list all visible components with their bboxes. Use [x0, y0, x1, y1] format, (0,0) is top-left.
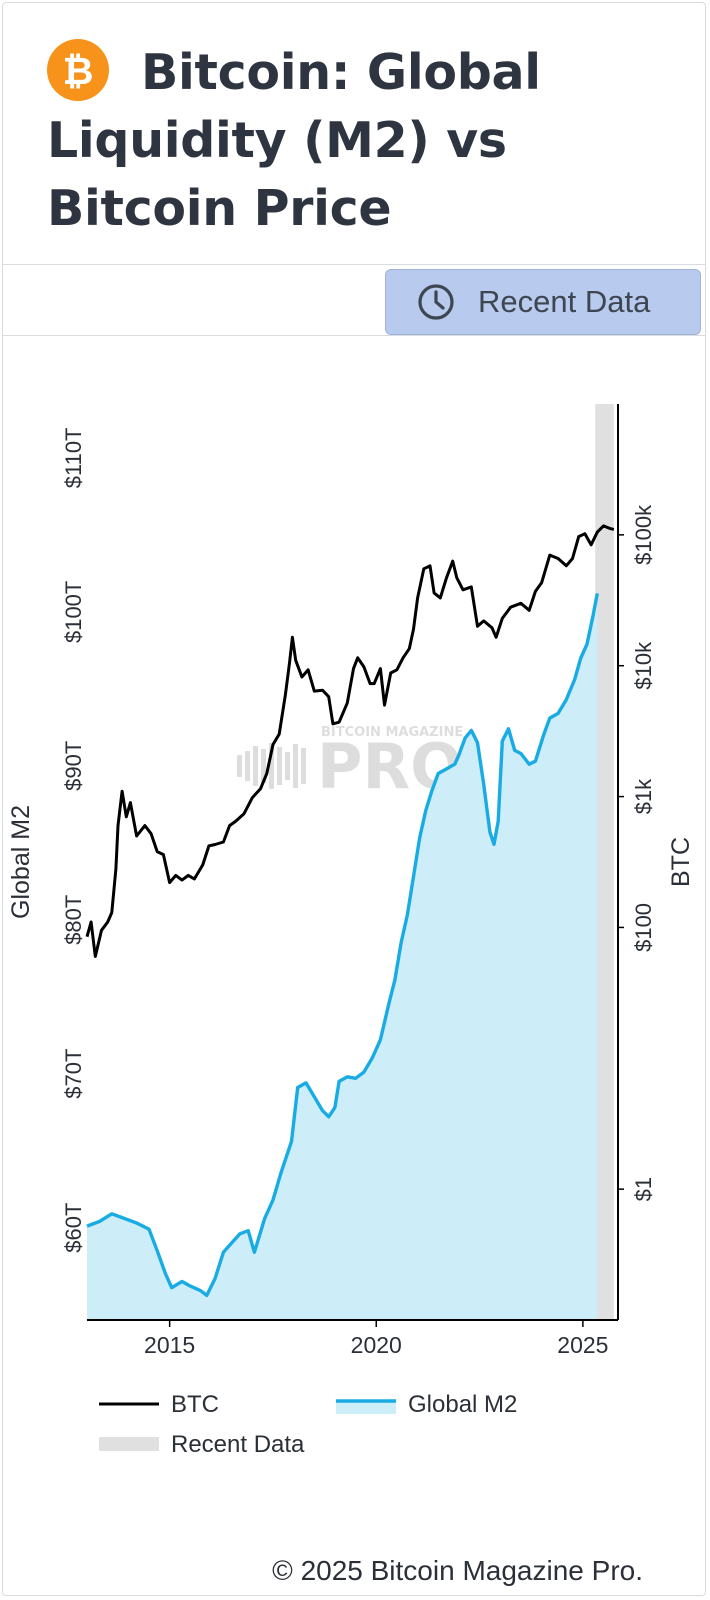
watermark-bar	[277, 747, 282, 785]
y-right-tick-label: $1	[631, 1177, 656, 1201]
watermark-caption: BITCOIN MAGAZINE	[321, 725, 463, 740]
recent-data-button-label: Recent Data	[478, 284, 651, 319]
page-title: Bitcoin: Global Liquidity (M2) vs Bitcoi…	[47, 44, 541, 237]
recent-data-button[interactable]: Recent Data	[385, 269, 701, 335]
watermark-bar	[245, 751, 250, 781]
svg-text:₿: ₿	[63, 49, 94, 93]
y-right-tick-label: $10k	[631, 641, 656, 690]
y-left-tick-label: $100T	[61, 581, 86, 643]
x-tick-label: 2015	[144, 1332, 195, 1358]
watermark-bar	[301, 748, 306, 784]
y-left-tick-label: $70T	[61, 1049, 86, 1099]
clock-icon	[418, 284, 454, 320]
chart-toolbar: Recent Data	[3, 265, 705, 336]
watermark-bar	[261, 749, 266, 783]
watermark-bar	[237, 755, 242, 777]
copyright-text: © 2025 Bitcoin Magazine Pro.	[272, 1555, 643, 1586]
legend-swatch-m2-fill	[336, 1401, 396, 1414]
y-left-tick-label: $110T	[61, 428, 86, 489]
y-right-axis-label: BTC	[667, 837, 695, 887]
chart-header: ₿ Bitcoin: Global Liquidity (M2) vs Bitc…	[3, 3, 705, 265]
x-tick-label: 2025	[557, 1332, 608, 1358]
bitcoin-icon: ₿	[47, 39, 109, 101]
x-tick-label: 2020	[351, 1332, 402, 1358]
global-m2-line	[86, 593, 599, 1298]
legend-label: BTC	[171, 1391, 219, 1418]
watermark-bar	[285, 752, 290, 780]
watermark-bar	[293, 744, 298, 788]
legend-label: Recent Data	[171, 1431, 305, 1458]
btc-price-line	[85, 524, 615, 958]
watermark-bar	[253, 746, 258, 786]
recent-data-band	[595, 404, 614, 1320]
y-right-tick-label: $100	[631, 903, 656, 952]
y-left-axis-label: Global M2	[7, 805, 35, 919]
y-right-tick-label: $1k	[631, 778, 656, 814]
legend-label: Global M2	[408, 1391, 517, 1418]
y-left-tick-label: $60T	[61, 1203, 86, 1253]
global-m2-area	[87, 593, 598, 1320]
watermark-bar	[269, 743, 274, 789]
y-right-tick-label: $100k	[631, 504, 656, 565]
legend-swatch-recent	[99, 1437, 159, 1451]
y-left-tick-label: $90T	[61, 741, 86, 791]
y-left-tick-label: $80T	[61, 895, 86, 945]
